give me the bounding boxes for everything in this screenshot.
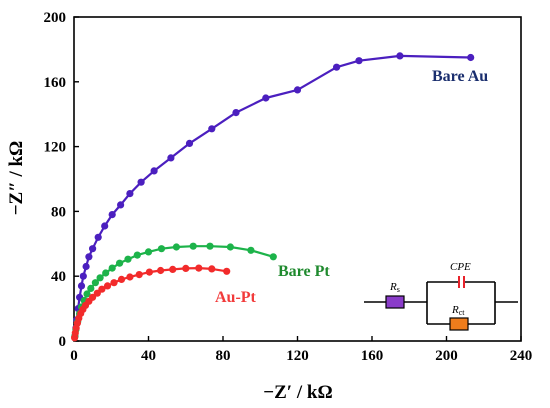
data-point (208, 125, 216, 133)
data-point (167, 154, 175, 162)
y-tick-label: 120 (44, 140, 67, 156)
x-tick-label: 80 (216, 348, 231, 364)
x-tick-label: 0 (70, 348, 78, 364)
data-point (83, 290, 91, 298)
x-tick-label: 160 (361, 348, 384, 364)
data-point (85, 253, 93, 261)
data-point (223, 267, 231, 275)
data-point (89, 293, 97, 301)
data-point (144, 248, 153, 256)
x-axis-title: −Z′ / kΩ (263, 382, 332, 403)
data-point (293, 86, 302, 94)
x-tick-label: 240 (510, 348, 533, 364)
data-point (467, 53, 475, 62)
axes: 0 40 80 120 160 200 240 0 40 80 120 160 200 (44, 10, 533, 364)
y-axis-title: −Z″ / kΩ (6, 141, 27, 216)
series-label: Bare Pt (278, 263, 330, 280)
data-point (333, 63, 341, 71)
data-point (169, 265, 177, 273)
resistor-rs (385, 295, 405, 309)
cpe-label: CPE (450, 261, 471, 273)
y-tick-label: 160 (44, 75, 67, 91)
data-point (182, 264, 190, 272)
data-point (91, 279, 99, 287)
data-point (116, 259, 124, 267)
data-point (208, 265, 216, 273)
series-label: Au-Pt (215, 289, 257, 306)
x-tick-label: 200 (435, 348, 458, 364)
data-point (89, 245, 97, 253)
data-point (247, 246, 255, 254)
data-point (195, 264, 203, 272)
y-tick-label: 0 (59, 334, 67, 350)
data-point (269, 253, 277, 261)
data-point (110, 279, 118, 287)
data-point (189, 242, 197, 250)
data-point (98, 285, 106, 293)
data-point (232, 109, 240, 117)
data-point (103, 282, 112, 290)
data-point (157, 245, 166, 253)
data-point (206, 242, 214, 250)
data-point (396, 52, 404, 60)
data-point (145, 268, 153, 276)
data-point (108, 211, 116, 219)
data-point (126, 190, 134, 198)
data-point (79, 272, 87, 280)
data-point (124, 255, 132, 263)
data-point (96, 274, 104, 282)
data-point (117, 201, 125, 209)
data-point (108, 264, 116, 272)
data-point (102, 269, 110, 277)
x-tick-label: 40 (141, 348, 156, 364)
y-tick-label: 80 (51, 204, 66, 220)
data-point (355, 57, 363, 65)
y-tick-label: 200 (44, 10, 67, 26)
data-point (77, 282, 86, 290)
data-point (172, 243, 180, 251)
data-point (101, 222, 109, 230)
series-labels: Bare Au Bare Pt Au-Pt (215, 68, 488, 306)
rs-label: Rs (389, 281, 400, 294)
equivalent-circuit-inset: Rs CPE Rct (364, 261, 518, 331)
series-label: Bare Au (432, 68, 488, 85)
data-point (126, 273, 134, 281)
data-point (87, 284, 95, 292)
data-point (226, 243, 234, 251)
series-line (72, 54, 471, 342)
resistor-rct (449, 317, 469, 331)
data-point (150, 167, 158, 175)
data-point (262, 94, 270, 102)
data-point (94, 233, 102, 241)
data-point (185, 139, 194, 147)
data-point (135, 271, 143, 279)
data-point (117, 275, 126, 283)
y-tick-label: 40 (51, 269, 66, 285)
series-group (71, 52, 475, 342)
x-tick-label: 120 (286, 348, 309, 364)
data-point (82, 262, 90, 271)
data-point (157, 266, 165, 275)
data-point (133, 251, 141, 259)
rct-label: Rct (451, 304, 465, 317)
data-point (137, 178, 145, 186)
